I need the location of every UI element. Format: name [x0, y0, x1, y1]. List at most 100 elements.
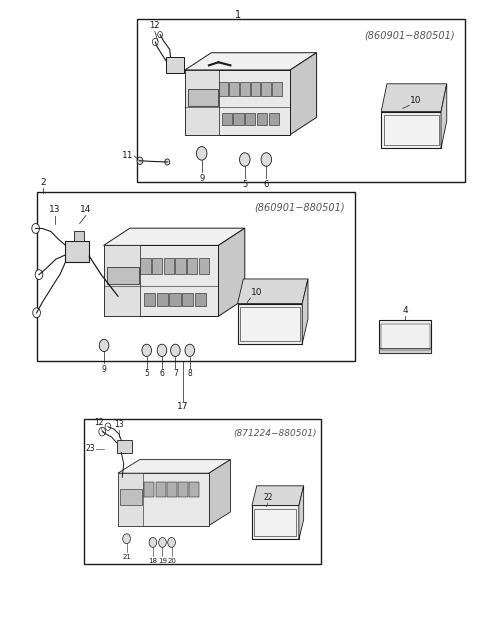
Bar	[74, 231, 84, 241]
Bar	[175, 258, 186, 274]
Bar	[233, 114, 244, 125]
Bar	[240, 81, 250, 96]
Bar	[257, 114, 267, 125]
Bar	[167, 482, 177, 497]
Bar	[254, 508, 297, 536]
Polygon shape	[299, 486, 304, 539]
Bar	[195, 293, 206, 305]
Circle shape	[261, 153, 272, 167]
Text: 20: 20	[167, 558, 176, 564]
Polygon shape	[290, 52, 317, 135]
Circle shape	[149, 537, 157, 547]
Circle shape	[240, 153, 250, 167]
Circle shape	[35, 270, 43, 280]
Text: 14: 14	[80, 205, 92, 214]
Text: 11: 11	[122, 151, 134, 160]
Bar	[117, 441, 132, 452]
Bar	[182, 293, 193, 305]
Circle shape	[137, 157, 143, 165]
Bar	[187, 258, 197, 274]
Circle shape	[158, 537, 166, 547]
Text: 19: 19	[158, 558, 167, 564]
Bar	[144, 482, 155, 497]
Text: 1: 1	[235, 10, 240, 20]
Circle shape	[196, 147, 207, 160]
Circle shape	[105, 423, 111, 431]
Text: 10: 10	[410, 96, 421, 106]
Bar	[164, 258, 174, 274]
Circle shape	[142, 344, 152, 357]
Text: 2: 2	[40, 178, 46, 187]
Circle shape	[99, 428, 106, 436]
Bar	[104, 246, 140, 316]
Circle shape	[123, 534, 131, 544]
Polygon shape	[185, 52, 317, 70]
Bar	[152, 258, 162, 274]
Polygon shape	[185, 70, 290, 135]
Text: 22: 22	[263, 493, 273, 502]
Polygon shape	[104, 228, 245, 246]
Bar	[178, 482, 188, 497]
Text: 9: 9	[199, 173, 204, 183]
Bar	[381, 112, 441, 149]
Bar	[169, 293, 180, 305]
Circle shape	[157, 31, 162, 38]
Bar	[240, 307, 300, 341]
Text: 8: 8	[187, 370, 192, 378]
Circle shape	[32, 223, 39, 233]
Text: 13: 13	[49, 205, 60, 214]
Polygon shape	[118, 460, 230, 473]
Bar	[379, 320, 432, 354]
Polygon shape	[381, 84, 447, 112]
Text: 6: 6	[159, 370, 165, 378]
Bar	[199, 258, 209, 274]
Text: 21: 21	[122, 554, 131, 560]
Bar	[384, 115, 439, 146]
Text: 18: 18	[148, 558, 157, 564]
Polygon shape	[118, 473, 209, 526]
Circle shape	[165, 159, 169, 165]
Bar	[36, 191, 355, 361]
Bar	[156, 293, 168, 305]
Polygon shape	[302, 279, 308, 344]
Bar	[251, 81, 260, 96]
Text: (871224−880501): (871224−880501)	[233, 429, 317, 437]
Bar	[107, 267, 139, 284]
Polygon shape	[252, 486, 304, 505]
Text: (860901−880501): (860901−880501)	[255, 202, 345, 213]
Bar	[144, 293, 155, 305]
Bar	[84, 420, 322, 564]
Text: 4: 4	[402, 305, 408, 315]
Bar	[140, 258, 151, 274]
Bar	[238, 304, 302, 344]
Bar	[229, 81, 239, 96]
Text: 7: 7	[173, 370, 178, 378]
Bar	[381, 324, 430, 350]
Bar	[379, 349, 432, 354]
Circle shape	[168, 537, 175, 547]
Bar	[65, 241, 89, 262]
Polygon shape	[209, 460, 230, 526]
Bar	[272, 81, 282, 96]
Circle shape	[153, 38, 158, 46]
Text: 13: 13	[115, 420, 124, 429]
Bar	[137, 19, 465, 182]
Bar	[166, 57, 184, 73]
Bar	[118, 473, 144, 526]
Text: 23: 23	[86, 444, 96, 453]
Circle shape	[99, 339, 109, 352]
Text: 5: 5	[242, 180, 247, 189]
Bar	[262, 81, 271, 96]
Circle shape	[170, 344, 180, 357]
Circle shape	[185, 344, 194, 357]
Circle shape	[157, 344, 167, 357]
Polygon shape	[238, 279, 308, 304]
Bar	[156, 482, 166, 497]
Text: (860901−880501): (860901−880501)	[365, 30, 456, 40]
Bar	[222, 114, 232, 125]
Text: 5: 5	[144, 370, 149, 378]
Bar	[189, 482, 199, 497]
Circle shape	[33, 308, 40, 318]
Bar	[269, 114, 279, 125]
Text: 12: 12	[94, 418, 104, 428]
